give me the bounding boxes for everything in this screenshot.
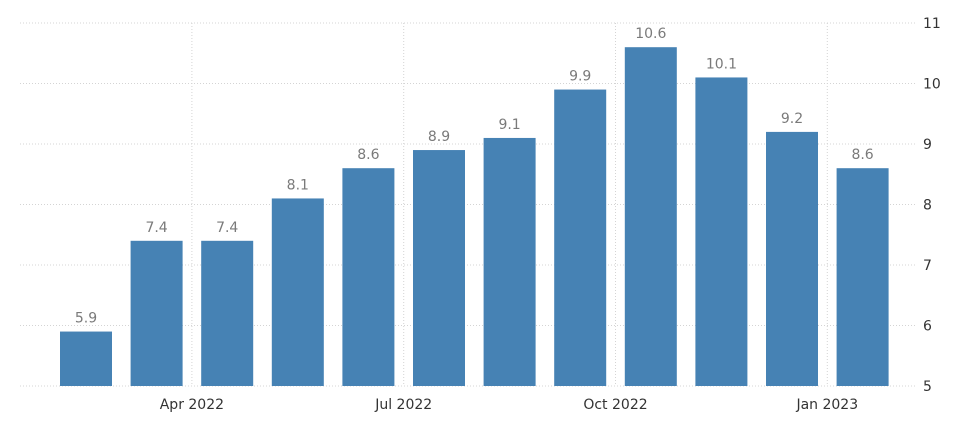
- bar[interactable]: [695, 77, 748, 386]
- x-tick-label: Apr 2022: [160, 397, 224, 413]
- x-tick-label: Oct 2022: [583, 397, 647, 413]
- bar[interactable]: [766, 131, 818, 386]
- bar[interactable]: [342, 168, 395, 386]
- grid-layer: [20, 22, 916, 387]
- data-label: 10.6: [635, 26, 666, 42]
- y-axis: 5 6 7 8 9 10 11: [923, 16, 941, 395]
- y-tick-label: 11: [923, 16, 941, 32]
- bar-layer: [60, 47, 889, 387]
- bar[interactable]: [413, 150, 465, 386]
- x-axis: Apr 2022 Jul 2022 Oct 2022 Jan 2023: [160, 397, 858, 413]
- y-tick-label: 7: [923, 258, 932, 274]
- data-label: 8.1: [287, 177, 309, 193]
- data-label: 9.9: [569, 69, 591, 85]
- data-label-layer: 5.9 7.4 7.4 8.1 8.6 8.9 9.1 9.9 10.6 10.1 9.2 8.6: [75, 26, 874, 326]
- data-label: 7.4: [145, 220, 167, 236]
- y-tick-label: 9: [923, 137, 932, 153]
- bar[interactable]: [483, 137, 536, 386]
- data-label: 8.6: [357, 147, 379, 163]
- bar[interactable]: [836, 168, 889, 386]
- y-tick-label: 5: [923, 379, 932, 395]
- data-label: 5.9: [75, 311, 97, 327]
- x-tick-label: Jan 2023: [795, 397, 858, 413]
- bar[interactable]: [624, 47, 677, 386]
- y-tick-label: 6: [923, 319, 932, 335]
- data-label: 7.4: [216, 220, 238, 236]
- x-tick-label: Jul 2022: [374, 397, 432, 413]
- data-label: 9.1: [498, 117, 520, 133]
- data-label: 8.9: [428, 129, 450, 145]
- bar[interactable]: [130, 240, 183, 386]
- data-label: 8.6: [851, 147, 873, 163]
- data-label: 10.1: [706, 56, 737, 72]
- bar[interactable]: [60, 331, 112, 386]
- bar[interactable]: [271, 198, 324, 386]
- y-tick-label: 10: [923, 77, 941, 93]
- data-label: 9.2: [781, 111, 803, 127]
- bar[interactable]: [554, 89, 607, 387]
- bar[interactable]: [201, 240, 254, 386]
- y-tick-label: 8: [923, 198, 932, 214]
